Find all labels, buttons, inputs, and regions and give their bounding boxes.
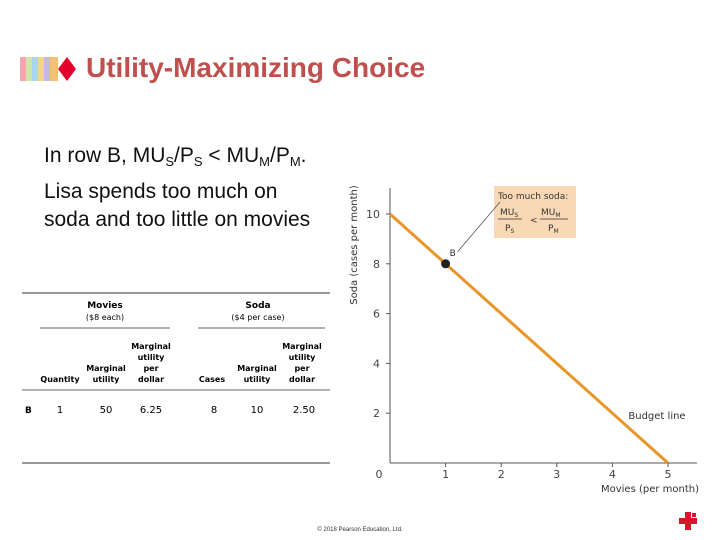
annotation-lhs-numerator: MUS xyxy=(500,208,518,219)
cell-quantity: 1 xyxy=(57,405,63,416)
point-b xyxy=(441,259,451,269)
x-tick-label: 0 xyxy=(376,468,383,481)
point-b-label: B xyxy=(450,249,456,259)
bullet-mu-comparison: In row B, MUS/PS < MUM/PM. xyxy=(44,144,307,169)
annotation-background xyxy=(494,186,576,238)
row-label-b: B xyxy=(25,406,32,416)
y-tick-label: 4 xyxy=(373,357,380,370)
budget-line-label: Budget line xyxy=(628,411,685,422)
y-tick-label: 10 xyxy=(366,208,380,221)
cell-soda-mu: 10 xyxy=(251,405,264,416)
x-tick-label: 3 xyxy=(553,468,560,481)
cell-cases: 8 xyxy=(211,405,217,416)
column-header: Marginal utility xyxy=(86,364,126,384)
slide-title: Utility-Maximizing Choice xyxy=(86,52,426,83)
title-logo-icon xyxy=(20,57,76,81)
x-tick-label: 1 xyxy=(442,468,449,481)
column-header: Marginal utility per dollar xyxy=(282,342,322,384)
x-axis-label: Movies (per month) xyxy=(601,484,699,495)
annotation-lhs-denominator: PS xyxy=(505,224,514,235)
y-axis-label: Soda (cases per month) xyxy=(349,185,360,305)
annotation-rhs-numerator: MUM xyxy=(541,208,561,219)
cell-soda-mu-per-dollar: 2.50 xyxy=(293,405,315,416)
group-header-movies: Movies xyxy=(87,301,123,311)
cell-movies-mu: 50 xyxy=(100,405,113,416)
column-header: Cases xyxy=(199,375,225,384)
group-header-soda: Soda xyxy=(245,301,270,311)
copyright-notice: © 2018 Pearson Education, Ltd. xyxy=(317,527,403,533)
annotation-box: Too much soda: MUS PS < MUM PM xyxy=(494,186,576,238)
group-subheader-movies: ($8 each) xyxy=(86,313,124,322)
bullet-spending-line-1: Lisa spends too much on xyxy=(44,180,278,203)
group-subheader-soda: ($4 per case) xyxy=(231,313,284,322)
y-tick-label: 2 xyxy=(373,407,380,420)
annotation-heading: Too much soda: xyxy=(497,192,568,202)
annotation-relation: < xyxy=(530,216,538,226)
corner-logo-icon xyxy=(679,512,697,530)
x-tick-label: 2 xyxy=(498,468,505,481)
column-header: Marginal utility per dollar xyxy=(131,342,171,384)
budget-line xyxy=(388,212,670,465)
cell-movies-mu-per-dollar: 6.25 xyxy=(140,405,162,416)
bullet-spending-line-2: soda and too little on movies xyxy=(44,208,311,231)
x-tick-label: 5 xyxy=(665,468,672,481)
column-header: Quantity xyxy=(40,375,80,384)
y-tick-label: 6 xyxy=(373,308,380,321)
annotation-leader-line xyxy=(457,201,501,253)
annotation-rhs-denominator: PM xyxy=(548,224,559,235)
column-header: Marginal utility xyxy=(237,364,277,384)
x-tick-label: 4 xyxy=(609,468,616,481)
y-tick-label: 8 xyxy=(373,258,380,271)
